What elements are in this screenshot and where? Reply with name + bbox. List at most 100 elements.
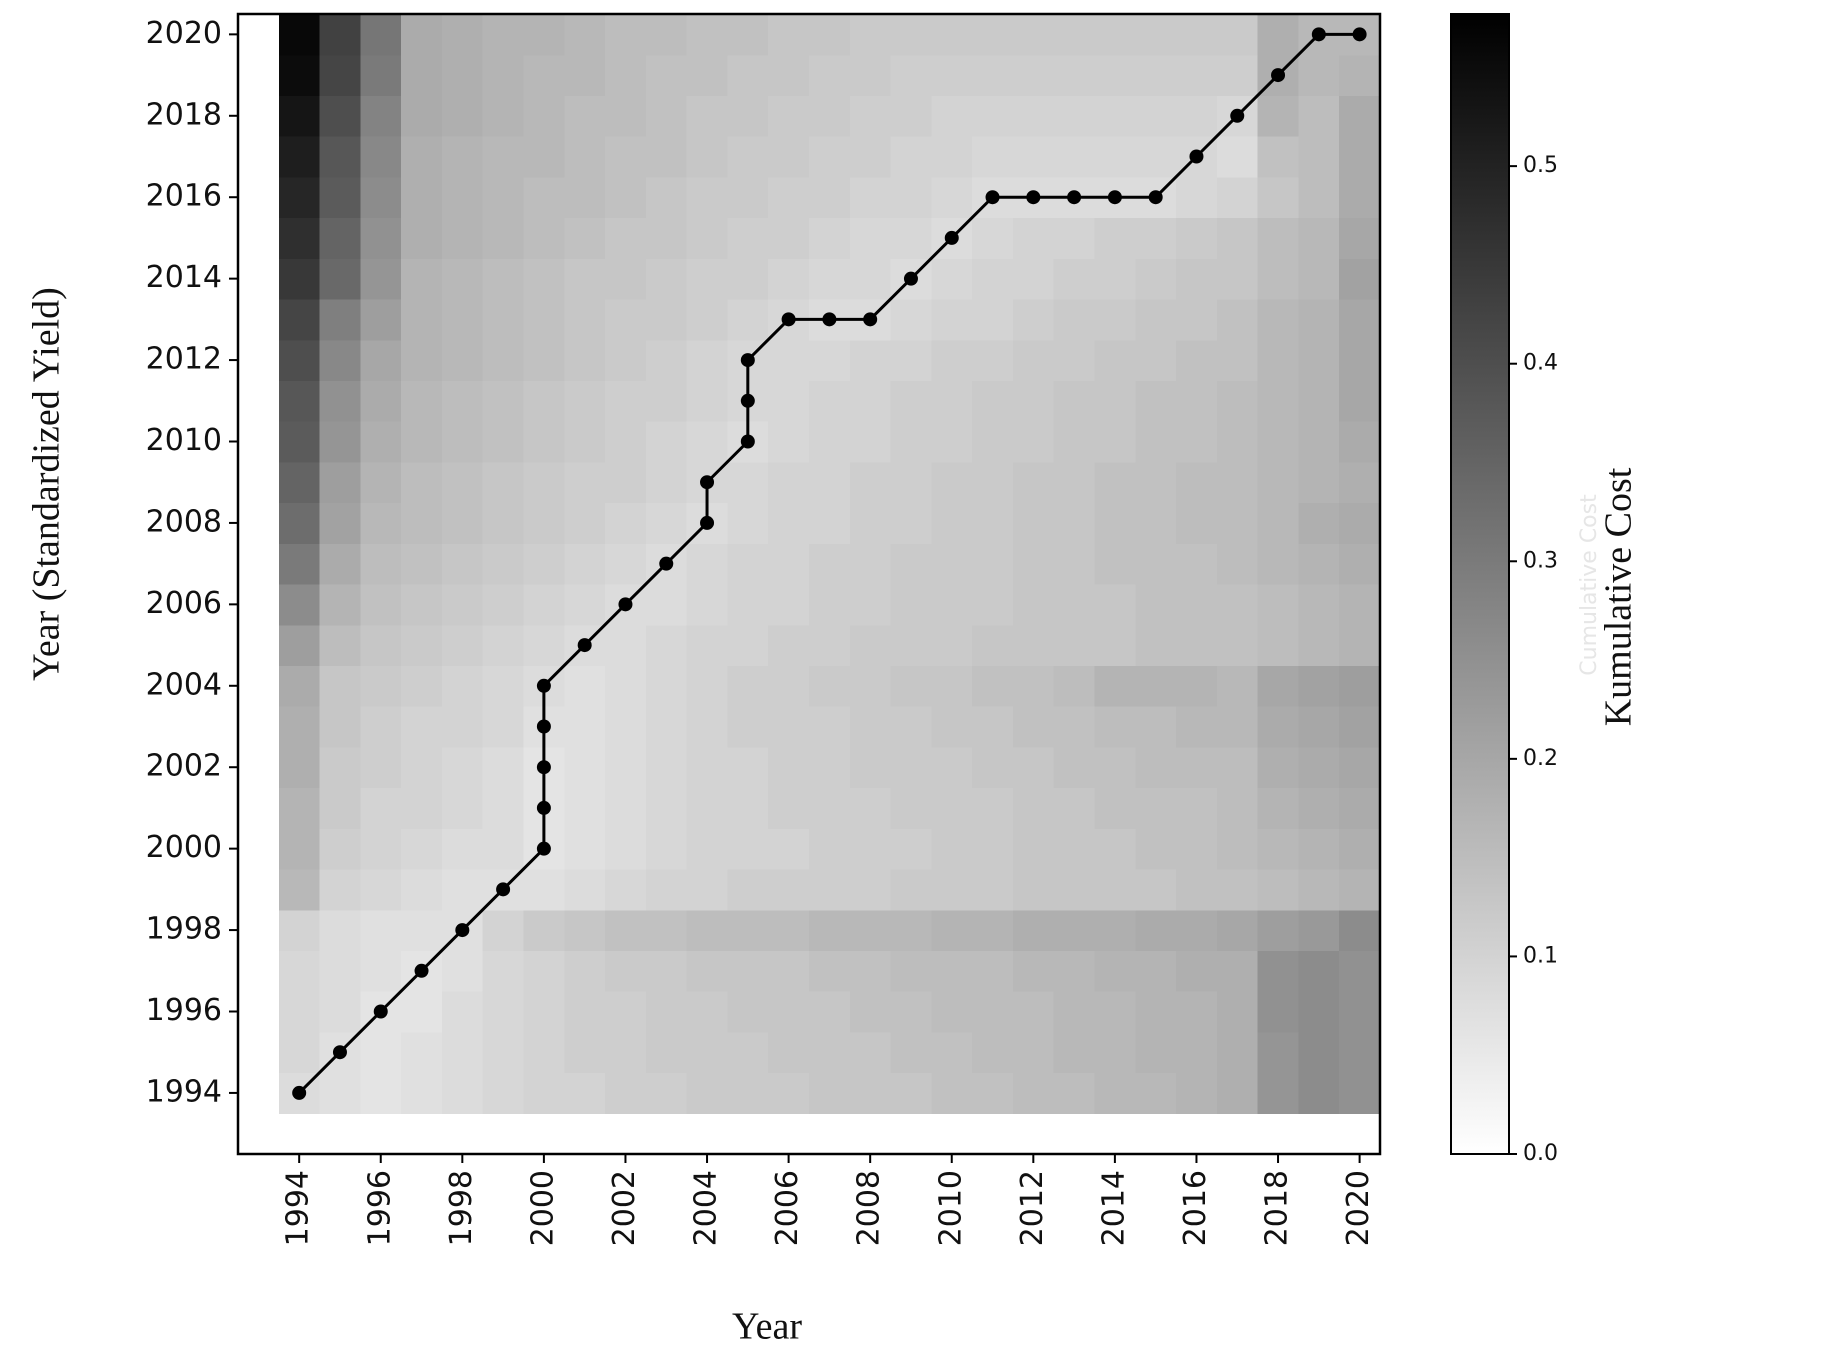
heatmap-cell	[1176, 950, 1218, 992]
heatmap-cell	[1094, 14, 1136, 56]
x-tick-label: 2012	[1015, 1170, 1050, 1246]
heatmap-cell	[278, 706, 321, 748]
heatmap-cell	[564, 461, 606, 504]
heatmap-cell	[523, 991, 565, 1033]
heatmap-cell	[972, 909, 1014, 952]
heatmap-cell	[319, 624, 361, 667]
heatmap-cell	[360, 543, 402, 585]
heatmap-cell	[645, 787, 688, 829]
heatmap-cell	[1339, 950, 1381, 992]
heatmap-cell	[441, 706, 484, 748]
heatmap-cell	[441, 665, 484, 707]
heatmap-cell	[1053, 217, 1096, 259]
heatmap-cell	[809, 176, 851, 219]
heatmap-cell	[1298, 787, 1340, 829]
heatmap-cell	[972, 746, 1014, 789]
heatmap-cell	[727, 258, 769, 300]
heatmap-cell	[645, 421, 688, 463]
heatmap-cell	[809, 706, 851, 748]
heatmap-cell	[319, 665, 361, 707]
heatmap-cell	[972, 299, 1014, 341]
heatmap-cell	[890, 584, 932, 626]
heatmap-cell	[849, 1031, 892, 1074]
heatmap-cell	[1135, 828, 1177, 870]
heatmap-cell	[360, 14, 402, 56]
heatmap-cell	[523, 543, 565, 585]
heatmap-cell	[523, 136, 565, 178]
heatmap-cell	[1053, 950, 1096, 992]
colorbar-faint-title: Cumulative Cost	[1577, 494, 1602, 676]
heatmap-cell	[1257, 543, 1300, 585]
heatmap-cell	[401, 502, 443, 544]
heatmap-cell	[849, 95, 892, 137]
heatmap-cell	[1257, 950, 1300, 992]
heatmap-cell	[401, 1072, 443, 1114]
heatmap-cell	[319, 461, 361, 504]
heatmap-cell	[523, 624, 565, 667]
heatmap-cell	[1053, 54, 1096, 97]
warping-path-point	[822, 312, 837, 327]
heatmap-cell	[1298, 746, 1340, 789]
heatmap-cell	[1257, 258, 1300, 300]
heatmap-cell	[1339, 624, 1381, 667]
heatmap-cell	[523, 869, 565, 911]
heatmap-cell	[441, 14, 484, 56]
heatmap-cell	[727, 746, 769, 789]
heatmap-cell	[686, 54, 729, 97]
heatmap-cell	[1298, 258, 1340, 300]
heatmap-cell	[605, 991, 647, 1033]
heatmap-cell	[931, 380, 973, 422]
heatmap-cell	[441, 299, 484, 341]
heatmap-cell	[319, 584, 361, 626]
heatmap-cell	[972, 828, 1014, 870]
heatmap-cell	[849, 176, 892, 219]
heatmap-cell	[1216, 54, 1259, 97]
heatmap-cell	[1053, 787, 1096, 829]
warping-path-point	[455, 923, 470, 938]
heatmap-cell	[523, 14, 565, 56]
heatmap-cell	[849, 706, 892, 748]
heatmap-cell	[686, 95, 729, 137]
heatmap-cell	[849, 950, 892, 992]
heatmap-cell	[809, 421, 851, 463]
x-tick-label: 2020	[1341, 1170, 1376, 1246]
heatmap-cell	[360, 54, 402, 97]
heatmap-cell	[482, 54, 525, 97]
heatmap-cell	[645, 136, 688, 178]
heatmap-cell	[1176, 787, 1218, 829]
heatmap-cell	[441, 217, 484, 259]
heatmap-cell	[441, 950, 484, 992]
heatmap-cell	[1257, 828, 1300, 870]
heatmap-cell	[1298, 380, 1340, 422]
warping-path-point	[414, 963, 429, 978]
heatmap-cell	[809, 502, 851, 544]
heatmap-cell	[564, 1072, 606, 1114]
heatmap-cell	[645, 502, 688, 544]
heatmap-cell	[605, 869, 647, 911]
x-tick-label: 2018	[1260, 1170, 1295, 1246]
heatmap-cell	[605, 706, 647, 748]
heatmap-cell	[1012, 706, 1055, 748]
heatmap-cell	[809, 543, 851, 585]
warping-path-point	[536, 760, 551, 775]
heatmap-cell	[645, 1072, 688, 1114]
heatmap-cell	[1053, 1031, 1096, 1074]
warping-path-point	[536, 719, 551, 734]
heatmap-cell	[931, 176, 973, 219]
heatmap-cell	[849, 746, 892, 789]
warping-path-point	[903, 271, 918, 286]
heatmap-cell	[727, 299, 769, 341]
heatmap-cell	[1216, 543, 1259, 585]
heatmap-cell	[605, 14, 647, 56]
heatmap-cell	[401, 217, 443, 259]
heatmap-cell	[1135, 787, 1177, 829]
heatmap-cell	[972, 217, 1014, 259]
heatmap-cell	[360, 299, 402, 341]
heatmap-cell	[972, 787, 1014, 829]
heatmap-cell	[1053, 299, 1096, 341]
heatmap-cell	[931, 706, 973, 748]
heatmap-cell	[768, 706, 810, 748]
heatmap-cell	[890, 624, 932, 667]
heatmap-cell	[319, 869, 361, 911]
heatmap-cell	[1216, 176, 1259, 219]
